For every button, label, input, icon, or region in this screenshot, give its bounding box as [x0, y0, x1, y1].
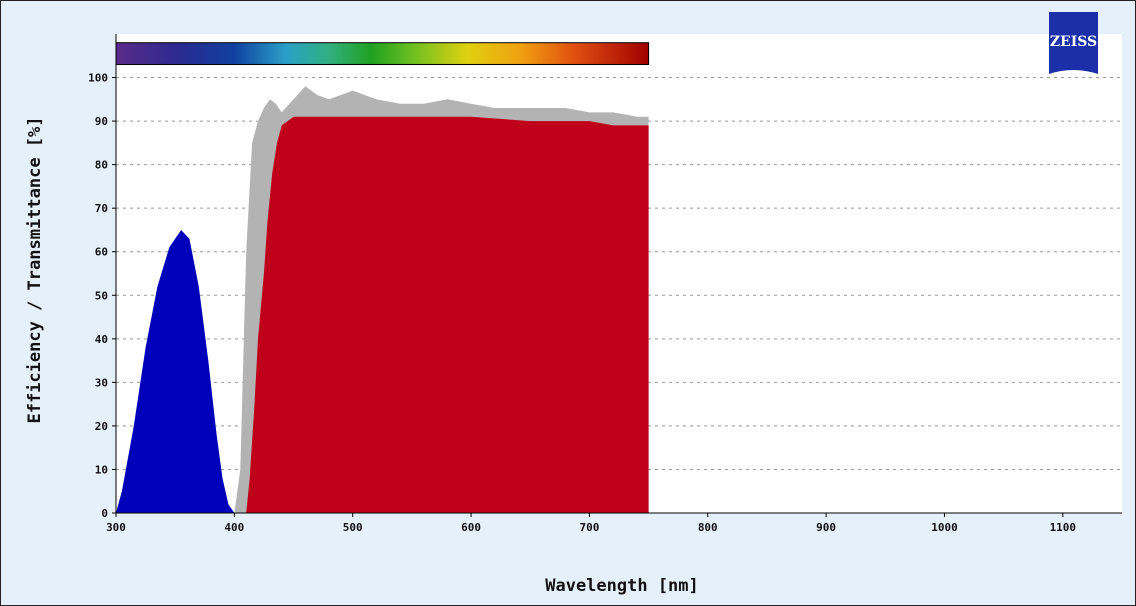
logo-text: ZEISS: [1050, 34, 1097, 50]
y-tick-labels: 0 10 20 30 40 50 60 70 80 90 100: [88, 72, 108, 520]
y-tick-label: 50: [95, 289, 108, 302]
y-tick-label: 0: [101, 507, 108, 520]
x-tick-label: 400: [224, 521, 244, 534]
y-tick-label: 10: [95, 463, 108, 476]
excitation-area: [116, 230, 235, 513]
y-tick-label: 30: [95, 376, 108, 389]
y-tick-label: 80: [95, 159, 108, 172]
x-tick-label: 800: [698, 521, 718, 534]
spectrum-color-bar: [115, 42, 650, 65]
y-axis-title: Efficiency / Transmittance [%]: [25, 116, 45, 423]
x-tick-label: 600: [461, 521, 481, 534]
x-tick-label: 300: [106, 521, 126, 534]
data-series: [116, 86, 649, 514]
y-tick-label: 70: [95, 202, 108, 215]
x-tick-label: 500: [343, 521, 363, 534]
logo-shield-icon: [1049, 12, 1098, 74]
x-tick-label: 1100: [1050, 521, 1077, 534]
x-tick-label: 700: [579, 521, 599, 534]
x-axis-title: Wavelength [nm]: [545, 576, 699, 596]
y-tick-label: 90: [95, 115, 108, 128]
y-tick-label: 40: [95, 333, 108, 346]
x-tick-labels: 300 400 500 600 700 800 900 1000 1100: [106, 521, 1076, 534]
zeiss-logo: ZEISS: [1049, 12, 1098, 74]
axes: [112, 34, 1122, 517]
y-tick-label: 60: [95, 246, 108, 259]
y-tick-label: 100: [88, 72, 108, 85]
x-tick-label: 1000: [931, 521, 958, 534]
x-tick-label: 900: [816, 521, 836, 534]
y-tick-label: 20: [95, 420, 108, 433]
emission-area: [246, 116, 649, 513]
